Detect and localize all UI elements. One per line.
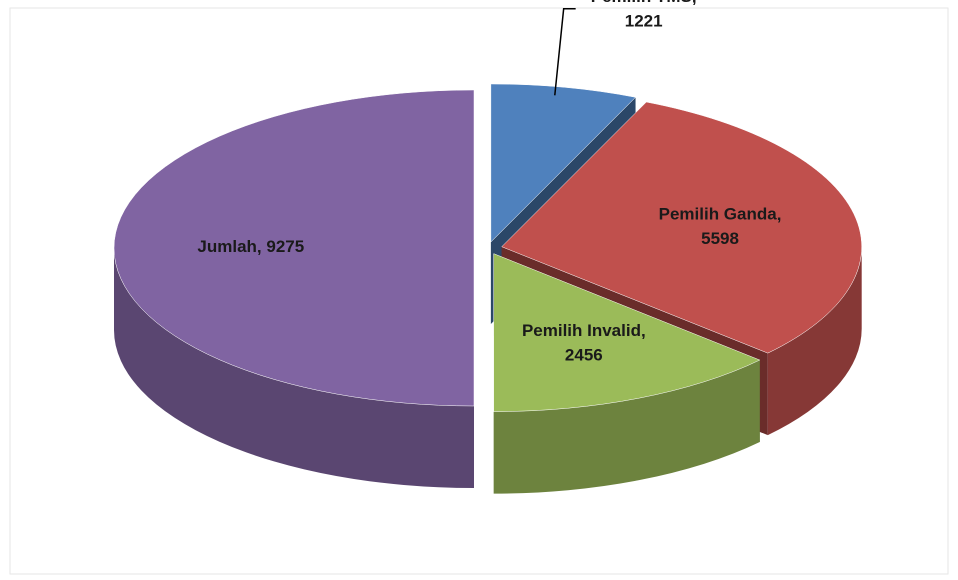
data-label: Pemilih TMS, [591, 0, 697, 6]
leader-line [554, 8, 576, 96]
label-category: Pemilih Ganda [659, 205, 778, 224]
label-category: Jumlah [197, 237, 257, 256]
label-category: Pemilih TMS [591, 0, 692, 6]
data-label: Jumlah, 9275 [197, 237, 304, 256]
slice-wall [114, 248, 474, 488]
slice-top [501, 101, 862, 354]
slice-top [490, 83, 637, 243]
slice-wall [767, 246, 862, 436]
data-label-value: 2456 [565, 346, 603, 365]
slice-wall [493, 360, 760, 494]
data-label: Pemilih Ganda, [659, 205, 782, 224]
data-label-value: 1221 [625, 11, 663, 30]
data-label-value: 5598 [701, 229, 739, 248]
label-category: Pemilih Invalid [522, 322, 641, 341]
slice-top [493, 253, 761, 412]
data-label: Pemilih Invalid, [522, 322, 646, 341]
data-label-value: 9275 [266, 237, 304, 256]
slice-top [113, 89, 475, 407]
pie-slice [113, 89, 475, 488]
pie-slice [493, 253, 761, 494]
